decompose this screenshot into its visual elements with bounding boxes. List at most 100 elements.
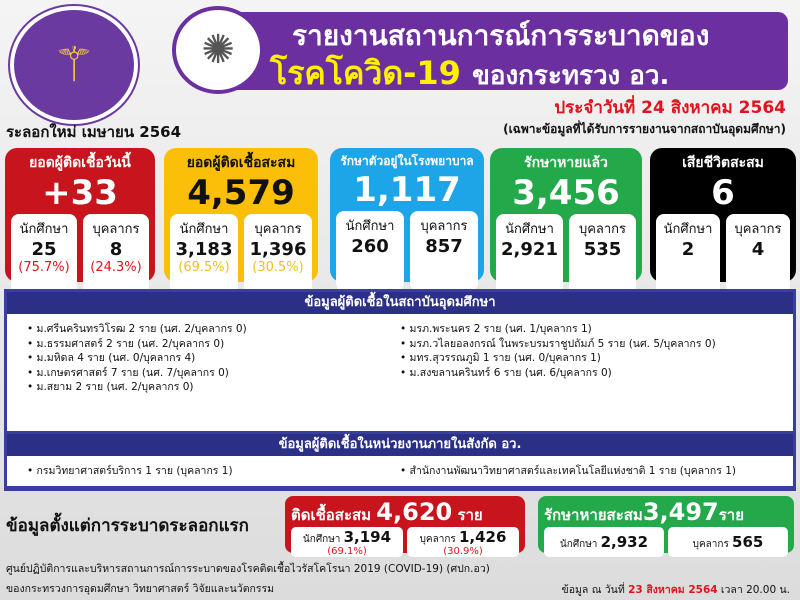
card-value: 6 <box>711 173 735 213</box>
cumulative-infected-box: ติดเชื้อสะสม 4,620 ราย นักศึกษา 3,194 (69… <box>285 496 525 557</box>
card-today: ยอดผู้ติดเชื้อวันนี้ +33 นักศึกษา 25 (75.7… <box>5 148 155 294</box>
staff-box: บุคลากร 535 <box>569 214 636 294</box>
staff-label: บุคลากร <box>419 534 456 545</box>
list-item: สำนักงานพัฒนาวิทยาศาสตร์และเทคโนโลยีแห่ง… <box>400 464 773 479</box>
recovered-students: นักศึกษา 2,932 <box>544 527 664 557</box>
students-label: นักศึกษา <box>505 222 554 237</box>
students-label: นักศึกษา <box>345 219 395 234</box>
asof-time: เวลา 20.00 น. <box>720 584 790 596</box>
staff-box: บุคลากร 8 (24.3%) <box>83 214 149 294</box>
institutions-list: ม.ศรีนครินทรวิโรฒ 2 ราย (นศ. 2/บุคลากร 0… <box>7 314 793 431</box>
students-label: นักศึกษา <box>179 222 229 237</box>
staff-label: บุคลากร <box>254 222 302 237</box>
card-recovered: รักษาหายแล้ว 3,456 นักศึกษา 2,921 บุคลากร… <box>490 148 642 294</box>
recovered-unit: ราย <box>718 506 745 524</box>
infected-label: ติดเชื้อสะสม <box>291 506 372 524</box>
staff-value: 4 <box>751 239 765 260</box>
students-box: นักศึกษา 260 <box>336 211 404 291</box>
staff-value: 1,396 <box>249 239 307 260</box>
since-first-label: ข้อมูลตั้งแต่การระบาดระลอกแรก <box>6 516 249 536</box>
staff-label: บุคลากร <box>420 219 468 234</box>
recovered-label: รักษาหายสะสม <box>544 506 643 524</box>
students-value: 2 <box>681 239 695 260</box>
list-item: ม.ศรีนครินทรวิโรฒ 2 ราย (นศ. 2/บุคลากร 0… <box>27 322 400 337</box>
title-line1: รายงานสถานการณ์การระบาดของ <box>292 19 710 52</box>
students-box: นักศึกษา 2,921 <box>496 214 563 294</box>
list-item: ม.มหิดล 4 ราย (นศ. 0/บุคลากร 4) <box>27 351 400 366</box>
title-banner <box>200 12 788 90</box>
card-label: เสียชีวิตสะสม <box>682 155 764 171</box>
list-item: มทร.สุวรรณภูมิ 1 ราย (นศ. 0/บุคลากร 1) <box>400 351 773 366</box>
ministry-logo: ⚚ <box>10 6 138 124</box>
card-label: รักษาตัวอยู่ในโรงพยาบาล <box>340 154 474 168</box>
students-label: นักศึกษา <box>302 534 341 545</box>
report-note: (เฉพาะข้อมูลที่ได้รับการรายงานจากสถาบันอ… <box>503 122 786 136</box>
agencies-heading: ข้อมูลผู้ติดเชื้อในหน่วยงานภายในสังกัด อ… <box>7 434 793 456</box>
staff-box: บุคลากร 4 <box>726 214 790 294</box>
staff-label: บุคลากร <box>578 222 627 237</box>
students-box: นักศึกษา 2 <box>656 214 720 294</box>
card-label: ยอดผู้ติดเชื้อสะสม <box>186 155 296 171</box>
staff-label: บุคลากร <box>692 539 729 550</box>
infected-value: 4,620 <box>376 498 453 526</box>
staff-pct: (30.5%) <box>252 260 304 275</box>
card-deaths: เสียชีวิตสะสม 6 นักศึกษา 2 บุคลากร 4 <box>650 148 796 294</box>
students-pct: (69.1%) <box>327 546 367 557</box>
staff-pct: (30.9%) <box>443 546 483 557</box>
card-value: 4,579 <box>187 173 295 213</box>
asof-prefix: ข้อมูล ณ วันที่ <box>561 584 625 596</box>
report-date: ประจำวันที่ 24 สิงหาคม 2564 <box>554 98 786 118</box>
list-item: ม.เกษตรศาสตร์ 7 ราย (นศ. 7/บุคลากร 0) <box>27 366 400 381</box>
staff-pct: (24.3%) <box>90 260 142 275</box>
virus-icon: ✺ <box>172 6 264 94</box>
staff-label: บุคลากร <box>734 222 782 237</box>
infected-staff: บุคลากร 1,426 (30.9%) <box>407 527 519 557</box>
students-value: 3,194 <box>343 528 392 546</box>
students-label: นักศึกษา <box>663 222 713 237</box>
footer-ministry: ของกระทรวงการอุดมศึกษา วิทยาศาสตร์ วิจัย… <box>6 583 275 595</box>
agencies-list: กรมวิทยาศาสตร์บริการ 1 ราย (บุคลากร 1)สำ… <box>7 456 793 486</box>
students-label: นักศึกษา <box>559 539 598 550</box>
recovered-value: 3,497 <box>642 498 719 526</box>
title-disease: โรคโควิด-19 <box>270 54 461 92</box>
staff-box: บุคลากร 857 <box>410 211 478 291</box>
card-cumulative: ยอดผู้ติดเชื้อสะสม 4,579 นักศึกษา 3,183 (6… <box>164 148 318 294</box>
staff-label: บุคลากร <box>92 222 140 237</box>
staff-value: 1,426 <box>458 528 507 546</box>
footer-center-name: ศูนย์ปฏิบัติการและบริหารสถานการณ์การระบา… <box>6 563 490 575</box>
students-pct: (75.7%) <box>18 260 70 275</box>
institutions-heading: ข้อมูลผู้ติดเชื้อในสถาบันอุดมศึกษา <box>7 292 793 314</box>
title-ministry: ของกระทรวง อว. <box>472 61 670 91</box>
asof-date: 23 สิงหาคม 2564 <box>628 584 718 596</box>
students-value: 260 <box>351 236 389 257</box>
card-value: +33 <box>42 173 118 213</box>
card-label: รักษาหายแล้ว <box>524 155 608 171</box>
cumulative-recovered-box: รักษาหายสะสม3,497ราย นักศึกษา 2,932 บุคล… <box>538 496 794 557</box>
list-item: กรมวิทยาศาสตร์บริการ 1 ราย (บุคลากร 1) <box>27 464 400 479</box>
card-value: 1,117 <box>353 170 461 210</box>
wave-label: ระลอกใหม่ เมษายน 2564 <box>6 123 182 141</box>
students-box: นักศึกษา 3,183 (69.5%) <box>170 214 238 294</box>
card-hospitalized: รักษาตัวอยู่ในโรงพยาบาล 1,117 นักศึกษา 26… <box>330 148 484 291</box>
staff-value: 857 <box>425 236 463 257</box>
list-item: ม.ธรรมศาสตร์ 2 ราย (นศ. 2/บุคลากร 0) <box>27 337 400 352</box>
students-value: 3,183 <box>175 239 233 260</box>
list-item: ม.สยาม 2 ราย (นศ. 2/บุคลากร 0) <box>27 380 400 395</box>
list-item: ม.สงขลานครินทร์ 6 ราย (นศ. 6/บุคลากร 0) <box>400 366 773 381</box>
staff-value: 565 <box>732 533 764 551</box>
infected-unit: ราย <box>457 506 483 524</box>
title-line2: โรคโควิด-19 ของกระทรวง อว. <box>270 48 669 99</box>
students-value: 25 <box>31 239 57 260</box>
students-value: 2,921 <box>501 239 558 260</box>
students-label: นักศึกษา <box>19 222 69 237</box>
recovered-staff: บุคลากร 565 <box>668 527 788 557</box>
details-section: ข้อมูลผู้ติดเชื้อในสถาบันอุดมศึกษา ม.ศรี… <box>4 289 796 491</box>
students-box: นักศึกษา 25 (75.7%) <box>11 214 77 294</box>
list-item: มรภ.วไลยอลงกรณ์ ในพระบรมราชูปถัมภ์ 5 ราย… <box>400 337 773 352</box>
footer-asof: ข้อมูล ณ วันที่ 23 สิงหาคม 2564 เวลา 20.… <box>562 581 790 598</box>
students-pct: (69.5%) <box>178 260 230 275</box>
staff-value: 535 <box>583 239 622 260</box>
staff-value: 8 <box>109 239 123 260</box>
card-value: 3,456 <box>512 173 620 213</box>
infected-students: นักศึกษา 3,194 (69.1%) <box>291 527 403 557</box>
